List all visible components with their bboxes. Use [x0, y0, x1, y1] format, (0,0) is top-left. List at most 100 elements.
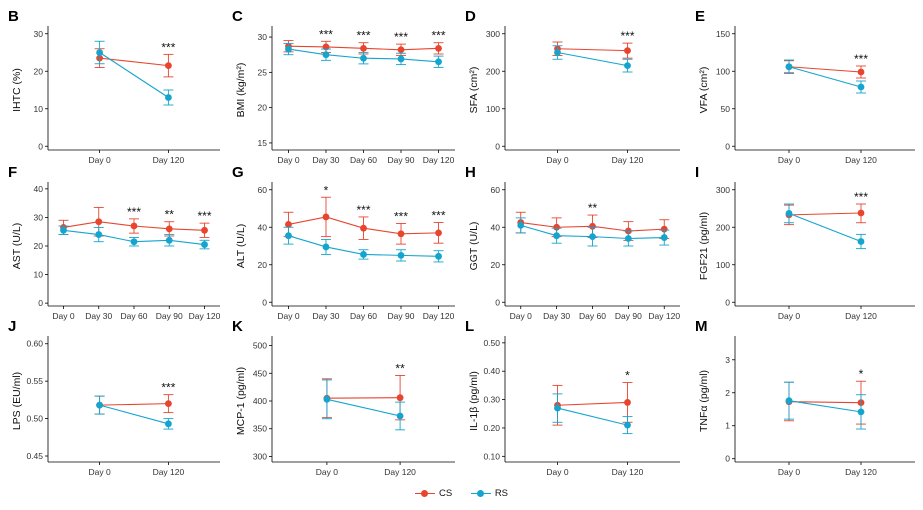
- panel-label-m: M: [695, 318, 708, 335]
- y-tick-label: 40: [34, 184, 44, 194]
- y-tick-label: 400: [253, 396, 267, 406]
- data-point-rs: [360, 251, 367, 258]
- legend-item-rs: RS: [470, 488, 509, 499]
- panel-label-i: I: [695, 164, 699, 181]
- y-tick-label: 150: [716, 29, 730, 39]
- data-point-cs: [165, 62, 172, 70]
- significance-marker: ***: [432, 29, 446, 43]
- x-tick-label: Day 120: [845, 311, 877, 321]
- y-tick-label: 0.10: [483, 451, 500, 461]
- significance-marker: *: [625, 369, 630, 383]
- x-tick-label: Day 30: [85, 311, 112, 321]
- data-point-cs: [322, 213, 330, 221]
- data-point-cs: [624, 47, 631, 55]
- data-point-rs: [165, 94, 172, 101]
- data-point-rs: [857, 408, 865, 416]
- significance-marker: *: [859, 367, 864, 381]
- data-point-rs: [624, 235, 632, 242]
- panel-label-d: D: [465, 8, 476, 25]
- x-tick-label: Day 0: [316, 467, 338, 477]
- x-tick-label: Day 120: [845, 467, 877, 477]
- x-tick-label: Day 60: [350, 311, 377, 321]
- y-tick-label: 40: [258, 222, 268, 232]
- y-axis-label-k: MCP-1 (pg/ml): [235, 367, 247, 435]
- data-point-rs: [624, 421, 631, 429]
- y-tick-label: 60: [491, 185, 501, 195]
- panel-i: I FGF21 (pg/ml) 0 100 200 300 Day 0 Day 120 ***: [695, 164, 915, 321]
- data-point-rs: [785, 209, 793, 217]
- data-point-cs: [201, 226, 208, 234]
- data-point-rs: [397, 251, 405, 259]
- y-axis-label-f: AST (U/L): [11, 223, 23, 269]
- y-tick-label: 2: [725, 388, 730, 398]
- data-point-cs: [397, 230, 405, 238]
- panel-label-k: K: [232, 318, 243, 335]
- data-point-rs: [624, 62, 631, 70]
- data-point-rs: [660, 234, 668, 241]
- y-tick-label: 350: [253, 424, 267, 434]
- y-tick-label: 20: [258, 260, 268, 270]
- data-point-rs: [360, 54, 367, 62]
- y-tick-label: 0.50: [483, 338, 500, 348]
- y-tick-label: 20: [34, 241, 44, 251]
- data-point-rs: [589, 233, 596, 241]
- data-point-cs: [589, 222, 596, 230]
- x-tick-label: Day 0: [277, 155, 299, 165]
- panel-k: K MCP-1 (pg/ml) 300 350 400 450 500 Day 0 Day 12…: [232, 318, 455, 477]
- y-tick-label: 30: [34, 212, 44, 222]
- x-tick-label: Day 0: [546, 467, 568, 477]
- y-tick-label: 0.20: [483, 423, 500, 433]
- y-tick-label: 0: [38, 298, 43, 308]
- y-tick-label: 15: [258, 138, 268, 148]
- legend-label-rs: RS: [494, 488, 509, 499]
- x-tick-label: Day 120: [612, 467, 644, 477]
- y-tick-label: 0.50: [26, 414, 43, 424]
- y-tick-label: 0.45: [26, 451, 43, 461]
- y-axis-label-b: IHTC (%): [11, 68, 23, 112]
- x-tick-label: Day 90: [388, 155, 415, 165]
- series-line-rs: [99, 404, 169, 425]
- x-tick-label: Day 30: [313, 311, 340, 321]
- series-line-rs: [326, 398, 401, 417]
- legend: CS RS: [0, 488, 923, 502]
- data-point-cs: [553, 223, 561, 231]
- y-tick-label: 200: [716, 222, 730, 232]
- data-point-rs: [322, 243, 330, 251]
- panel-label-j: J: [8, 318, 16, 335]
- y-tick-label: 0: [38, 141, 43, 151]
- significance-marker: ***: [161, 40, 175, 54]
- significance-marker: **: [165, 208, 175, 222]
- x-tick-label: Day 120: [648, 311, 680, 321]
- x-tick-label: Day 30: [543, 311, 570, 321]
- x-tick-label: Day 120: [423, 155, 455, 165]
- panel-label-l: L: [465, 318, 474, 335]
- y-tick-label: 100: [486, 104, 500, 114]
- data-point-rs: [435, 58, 442, 66]
- y-tick-label: 20: [258, 103, 268, 113]
- x-tick-label: Day 0: [52, 311, 74, 321]
- significance-marker: ***: [394, 210, 408, 224]
- series-line-rs: [788, 400, 862, 413]
- significance-marker: ***: [854, 190, 868, 204]
- data-point-rs: [130, 238, 138, 246]
- data-point-cs: [624, 399, 631, 406]
- data-point-rs: [554, 49, 561, 56]
- data-point-cs: [360, 44, 367, 52]
- data-point-rs: [785, 63, 793, 71]
- y-tick-label: 30: [258, 32, 268, 42]
- series-line-cs: [788, 401, 862, 404]
- data-point-rs: [435, 252, 442, 260]
- panel-e: E VFA (cm²) 0 50 100 150 Day 0 Day 120 ***: [695, 8, 915, 165]
- panel-label-e: E: [695, 8, 705, 25]
- y-axis-label-l: IL-1β (pg/ml): [468, 371, 480, 431]
- legend-swatch-rs: [470, 489, 491, 499]
- panel-h: H GGT (U/L) 0 20 40 60 Day 0 Day 30 Day 60 Day 90…: [465, 164, 680, 321]
- significance-marker: ***: [620, 29, 634, 43]
- data-point-rs: [397, 55, 405, 63]
- y-tick-label: 0: [262, 297, 267, 307]
- x-tick-label: Day 0: [510, 311, 532, 321]
- panel-label-c: C: [232, 8, 243, 25]
- y-tick-label: 500: [253, 341, 267, 351]
- series-line-cs: [557, 48, 628, 52]
